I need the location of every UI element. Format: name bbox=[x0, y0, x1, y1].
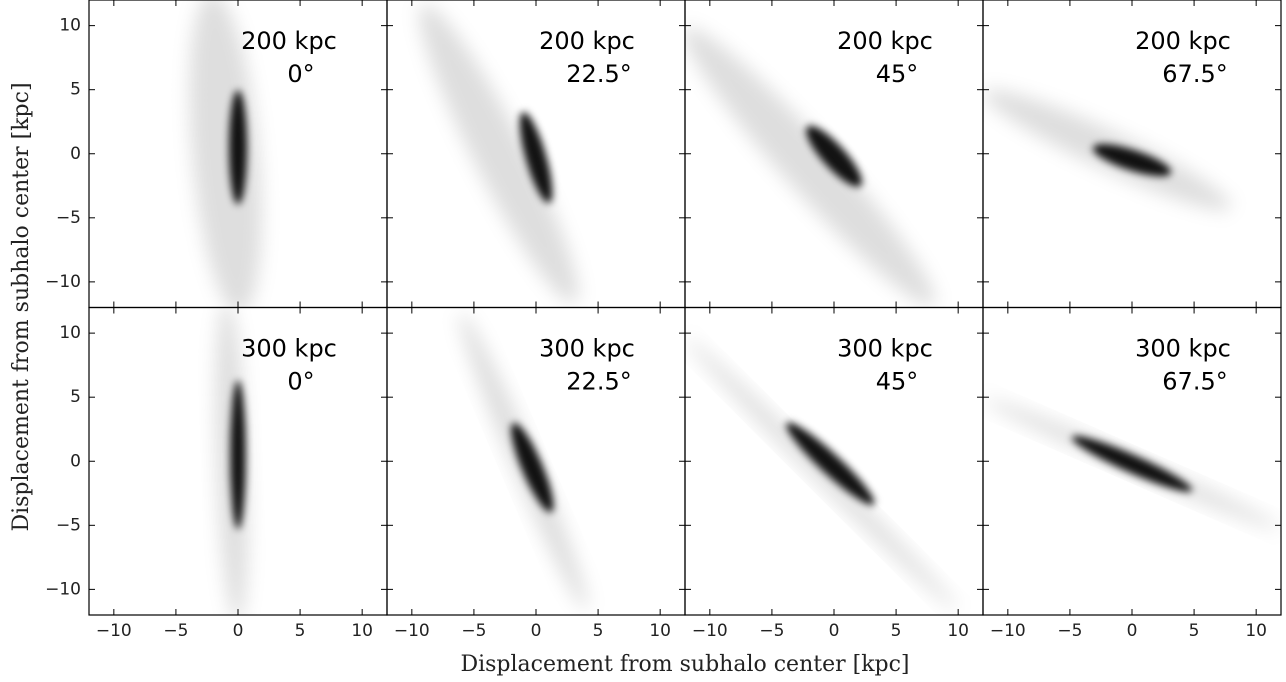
x-tick-label: 0 bbox=[829, 621, 840, 641]
panel-distance: 200 kpc bbox=[1135, 27, 1231, 55]
x-axis-label: Displacement from subhalo center [kpc] bbox=[460, 652, 909, 677]
y-tick-label: 10 bbox=[59, 323, 81, 343]
panel-distance: 300 kpc bbox=[1135, 335, 1231, 363]
panel bbox=[215, 307, 249, 615]
density-core bbox=[786, 422, 875, 506]
y-tick-label: 5 bbox=[70, 80, 81, 100]
x-tick-label: 0 bbox=[531, 621, 542, 641]
density-halo bbox=[419, 3, 579, 304]
y-tick-label: −5 bbox=[56, 515, 81, 535]
y-tick-label: 5 bbox=[70, 387, 81, 407]
panel bbox=[984, 398, 1280, 529]
x-tick-label: 5 bbox=[593, 621, 604, 641]
x-tick-label: 10 bbox=[351, 621, 373, 641]
density-core bbox=[230, 380, 246, 530]
x-tick-label: −5 bbox=[461, 621, 486, 641]
density-halo bbox=[189, 0, 262, 308]
x-tick-label: 10 bbox=[649, 621, 671, 641]
x-tick-label: 5 bbox=[295, 621, 306, 641]
panel-distance: 200 kpc bbox=[837, 27, 933, 55]
density-core bbox=[511, 422, 554, 513]
y-tick-label: 0 bbox=[70, 451, 81, 471]
x-tick-label: −5 bbox=[163, 621, 188, 641]
panel-distance: 200 kpc bbox=[241, 27, 337, 55]
panel-angle: 22.5° bbox=[566, 60, 631, 88]
panel-distance: 300 kpc bbox=[241, 335, 337, 363]
x-tick-label: 5 bbox=[1189, 621, 1200, 641]
y-tick-label: −5 bbox=[56, 208, 81, 228]
density-core bbox=[806, 125, 862, 187]
panel bbox=[189, 0, 262, 308]
density-core bbox=[1071, 435, 1193, 492]
x-tick-label: −10 bbox=[96, 621, 132, 641]
density-core bbox=[1092, 144, 1172, 177]
x-tick-label: −5 bbox=[759, 621, 784, 641]
density-halo bbox=[685, 337, 958, 611]
panel-angle: 0° bbox=[287, 368, 314, 396]
x-tick-label: −5 bbox=[1057, 621, 1082, 641]
panel bbox=[459, 312, 588, 610]
panel bbox=[685, 337, 958, 611]
panel-angle: 67.5° bbox=[1162, 368, 1227, 396]
y-tick-label: −10 bbox=[45, 579, 81, 599]
x-tick-label: −10 bbox=[394, 621, 430, 641]
panel-angle: 22.5° bbox=[566, 368, 631, 396]
panel-angle: 45° bbox=[876, 368, 919, 396]
panel-angle: 67.5° bbox=[1162, 60, 1227, 88]
x-tick-label: 10 bbox=[947, 621, 969, 641]
x-tick-label: −10 bbox=[990, 621, 1026, 641]
density-core bbox=[519, 112, 553, 204]
panel bbox=[419, 3, 579, 304]
y-tick-label: 10 bbox=[59, 16, 81, 36]
x-tick-label: 0 bbox=[233, 621, 244, 641]
panel-angle: 45° bbox=[876, 60, 919, 88]
panel bbox=[983, 89, 1232, 211]
x-tick-label: 0 bbox=[1127, 621, 1138, 641]
panel bbox=[685, 27, 936, 307]
y-tick-label: −10 bbox=[45, 272, 81, 292]
panel-distance: 300 kpc bbox=[837, 335, 933, 363]
x-tick-label: −10 bbox=[692, 621, 728, 641]
panel-distance: 200 kpc bbox=[539, 27, 635, 55]
panel-distance: 300 kpc bbox=[539, 335, 635, 363]
x-tick-label: 5 bbox=[891, 621, 902, 641]
panel-angle: 0° bbox=[287, 60, 314, 88]
y-axis-label: Displacement from subhalo center [kpc] bbox=[9, 82, 34, 531]
density-core bbox=[229, 90, 247, 205]
density-halo bbox=[685, 27, 936, 307]
x-tick-label: 10 bbox=[1245, 621, 1267, 641]
y-tick-label: 0 bbox=[70, 144, 81, 164]
